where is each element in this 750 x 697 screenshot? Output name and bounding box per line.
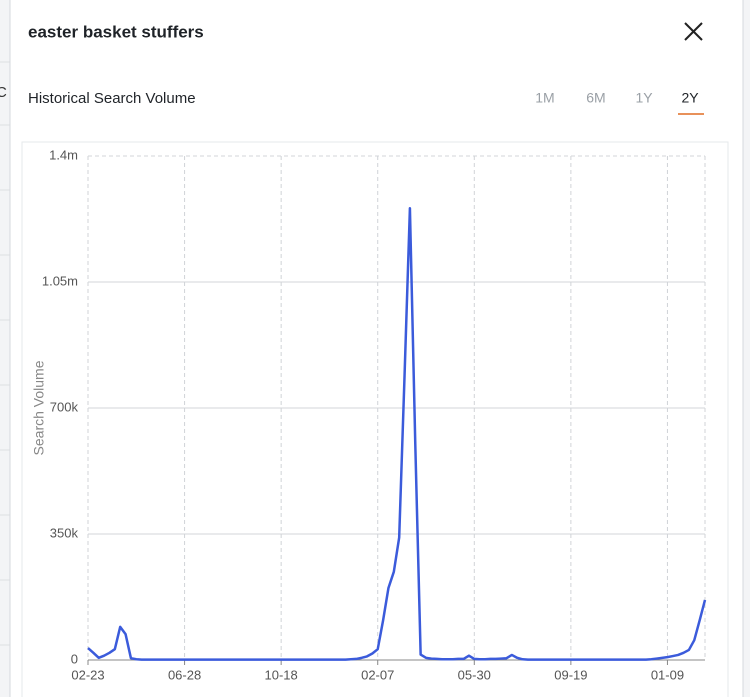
background-page	[743, 0, 750, 697]
x-tick-label: 05-30	[458, 667, 491, 682]
modal-title: easter basket stuffers	[28, 22, 204, 41]
background-rows	[0, 61, 10, 646]
background-page	[0, 0, 10, 697]
x-tick-label: 02-23	[71, 667, 104, 682]
y-tick-label: 1.4m	[49, 147, 78, 162]
x-tick-label: 02-07	[361, 667, 394, 682]
range-tab[interactable]: 6M	[586, 90, 605, 106]
chart-title: Historical Search Volume	[28, 90, 196, 107]
chart-panel	[21, 141, 729, 697]
y-axis-label: Search Volume	[31, 360, 47, 455]
y-tick-label: 700k	[50, 399, 79, 414]
chart: 0 350k 700k 1.05m 1.4m 02-23 06-28 10-18 02-07 05…	[31, 147, 707, 682]
x-tick-label: 09-19	[554, 667, 587, 682]
y-tick-label: 0	[71, 651, 78, 666]
close-button[interactable]	[684, 22, 703, 41]
range-tab[interactable]: 1M	[535, 90, 554, 106]
x-tick-label: 06-28	[168, 667, 201, 682]
x-tick-label: 10-18	[265, 667, 298, 682]
range-tabs: 1M 6M 1Y 2Y	[535, 90, 704, 115]
range-tab[interactable]: 2Y	[681, 90, 699, 106]
y-tick-label: 350k	[50, 525, 79, 540]
background-text: C	[0, 84, 7, 101]
line-series	[87, 206, 707, 661]
y-tick-label: 1.05m	[42, 273, 78, 288]
range-tab[interactable]: 1Y	[635, 90, 653, 106]
x-tick-label: 01-09	[651, 667, 684, 682]
modal	[10, 0, 743, 697]
